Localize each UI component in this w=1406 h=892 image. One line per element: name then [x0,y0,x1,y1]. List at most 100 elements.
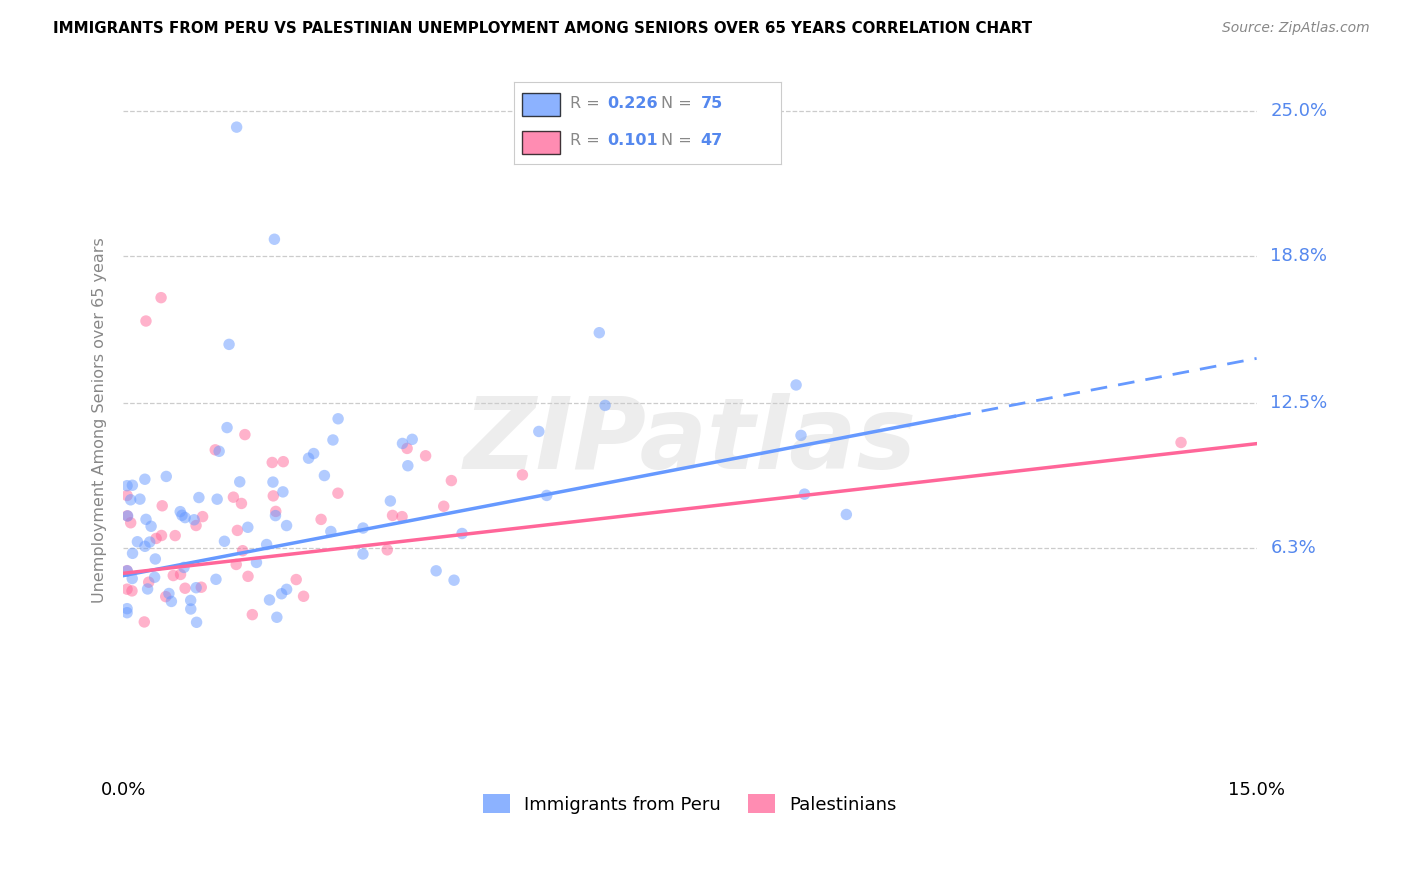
Point [165,528,187,542]
Point [134,472,156,486]
Point [302,446,325,460]
Point [208,444,231,458]
Point [352,547,374,561]
Point [145,532,167,546]
Point [173,560,195,574]
Point [186,615,208,630]
Point [226,524,249,538]
Point [136,582,159,596]
Point [134,539,156,553]
Point [170,508,193,523]
Point [785,378,807,392]
Point [183,513,205,527]
Point [240,607,263,622]
Point [134,615,156,629]
Point [115,582,138,597]
Point [174,581,197,595]
Point [271,455,294,469]
Point [415,449,437,463]
Point [793,487,815,501]
Point [205,572,228,586]
Point [270,587,292,601]
Point [231,496,253,510]
Point [232,543,254,558]
Point [391,436,413,450]
Point [790,428,813,442]
Point [263,232,285,246]
Point [381,508,404,523]
Point [266,610,288,624]
Point [309,512,332,526]
Point [314,468,336,483]
Point [326,411,349,425]
Point [121,583,143,598]
Point [204,442,226,457]
Point [326,486,349,500]
Point [233,427,256,442]
Point [259,593,281,607]
Point [120,516,142,530]
Point [536,488,558,502]
Point [225,120,247,135]
Point [262,455,284,469]
Point [297,451,319,466]
Point [264,504,287,518]
Point [117,508,139,523]
Point [117,508,139,523]
Point [588,326,610,340]
Point [121,546,143,560]
Point [155,590,177,604]
Point [143,552,166,566]
Point [236,520,259,534]
Point [120,492,142,507]
Point [401,433,423,447]
Point [115,478,138,492]
Point [180,602,202,616]
Point [236,569,259,583]
Text: ZIPatlas: ZIPatlas [464,393,917,491]
Point [285,573,308,587]
Point [443,573,465,587]
Point [527,425,550,439]
Point [245,556,267,570]
Point [155,469,177,483]
Text: Source: ZipAtlas.com: Source: ZipAtlas.com [1222,21,1369,36]
Text: 12.5%: 12.5% [1271,393,1327,412]
Point [322,433,344,447]
Point [222,490,245,504]
Point [143,570,166,584]
Point [396,458,419,473]
Point [593,398,616,412]
Point [162,568,184,582]
Point [129,492,152,507]
Point [264,508,287,523]
Point [396,442,419,456]
Point [115,564,138,578]
Point [190,580,212,594]
Point [157,586,180,600]
Point [391,509,413,524]
Point [121,572,143,586]
Point [433,500,456,514]
Point [150,499,173,513]
Point [169,505,191,519]
Point [127,534,149,549]
Point [225,558,247,572]
Point [319,524,342,539]
Point [191,509,214,524]
Point [262,489,284,503]
Point [115,606,138,620]
Point [276,582,298,597]
Point [352,521,374,535]
Point [184,518,207,533]
Point [205,492,228,507]
Point [375,542,398,557]
Point [115,564,138,578]
Point [256,537,278,551]
Point [292,589,315,603]
Point [121,478,143,492]
Text: IMMIGRANTS FROM PERU VS PALESTINIAN UNEMPLOYMENT AMONG SENIORS OVER 65 YEARS COR: IMMIGRANTS FROM PERU VS PALESTINIAN UNEM… [53,21,1032,37]
Point [150,291,173,305]
Point [186,581,208,595]
Point [215,420,238,434]
